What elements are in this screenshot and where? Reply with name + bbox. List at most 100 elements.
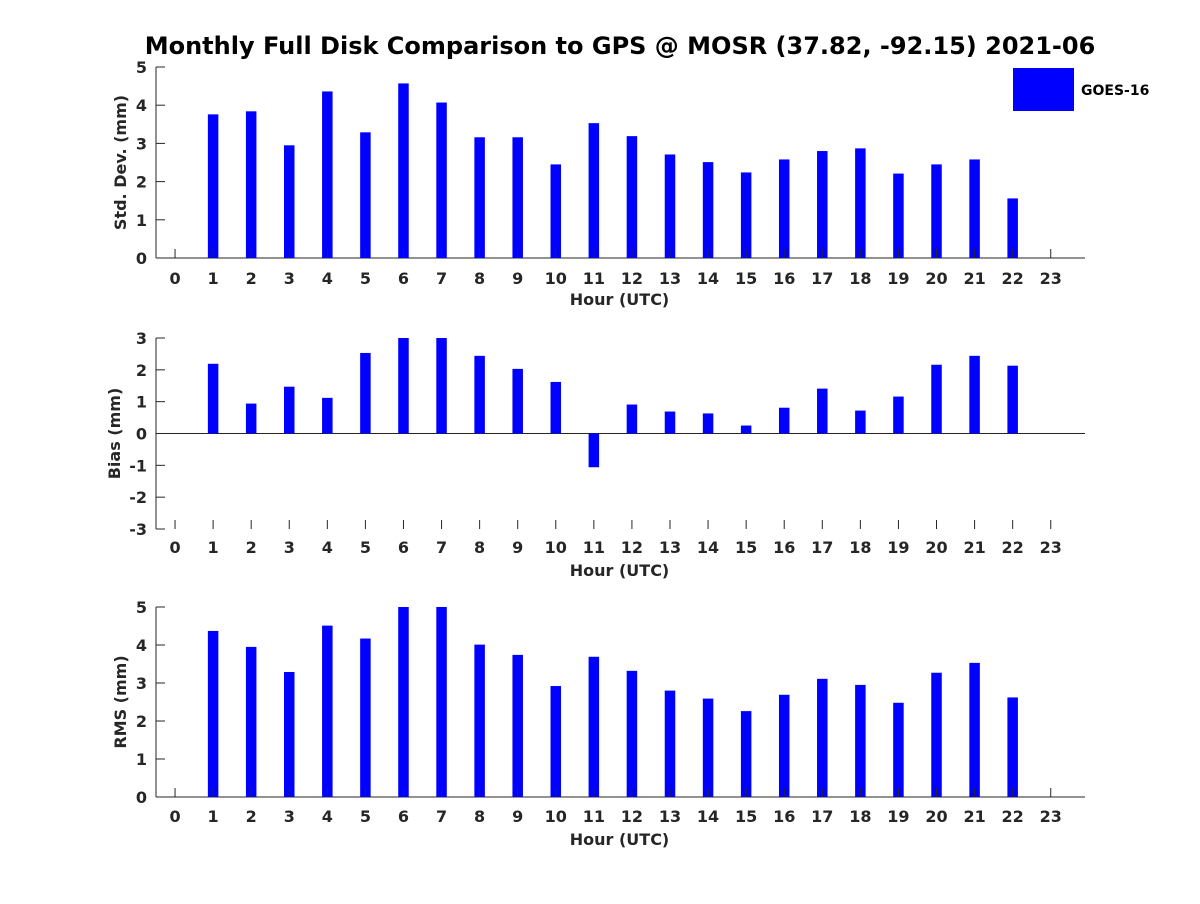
x-tick-label: 22 (1002, 807, 1024, 826)
x-axis-label: Hour (UTC) (570, 290, 670, 309)
bar-hour-22 (1007, 198, 1018, 258)
x-tick-label: 7 (436, 269, 447, 288)
x-tick-label: 5 (360, 269, 371, 288)
x-tick-label: 15 (735, 807, 757, 826)
bar-hour-15 (740, 711, 752, 797)
x-tick-label: 10 (545, 269, 567, 288)
x-tick-label: 15 (735, 269, 757, 288)
bar-hour-11 (588, 656, 600, 797)
x-tick-label: 0 (169, 538, 180, 557)
x-tick-label: 22 (1002, 269, 1024, 288)
x-tick-label: 16 (773, 538, 795, 557)
bar-hour-22 (1007, 365, 1018, 434)
x-tick-label: 17 (811, 269, 833, 288)
x-tick-label: 10 (545, 538, 567, 557)
x-tick-label: 23 (1040, 269, 1062, 288)
x-tick-label: 2 (246, 538, 257, 557)
x-tick-label: 17 (811, 538, 833, 557)
bar-hour-20 (931, 672, 942, 797)
x-tick-label: 19 (887, 807, 909, 826)
bar-hour-17 (817, 678, 828, 797)
bar-hour-5 (360, 352, 371, 434)
bar-hour-21 (969, 662, 980, 797)
bar-hour-11 (588, 123, 600, 259)
bar-hour-7 (436, 607, 447, 797)
x-tick-label: 14 (697, 538, 719, 557)
y-tick-label: 4 (136, 96, 147, 115)
y-tick-label: 0 (136, 249, 147, 268)
bar-hour-9 (512, 368, 523, 434)
bar-hour-9 (512, 654, 523, 797)
bar-hour-8 (474, 644, 485, 797)
x-tick-label: 9 (512, 269, 523, 288)
bar-hour-19 (893, 702, 904, 797)
bar-hour-18 (855, 148, 866, 258)
x-tick-label: 8 (474, 538, 485, 557)
y-tick-label: 4 (136, 636, 147, 655)
bar-hour-13 (664, 411, 676, 434)
bar-hour-12 (626, 404, 638, 434)
x-tick-label: 20 (925, 269, 947, 288)
x-tick-label: 10 (545, 807, 567, 826)
x-tick-label: 4 (322, 538, 333, 557)
bar-hour-13 (664, 690, 676, 797)
y-tick-label: 3 (136, 674, 147, 693)
x-tick-label: 0 (169, 269, 180, 288)
bar-hour-14 (702, 698, 714, 797)
bar-hour-19 (893, 173, 904, 258)
y-tick-label: -2 (129, 488, 147, 507)
x-tick-label: 13 (659, 269, 681, 288)
y-tick-label: 5 (136, 58, 147, 77)
bar-hour-3 (284, 145, 295, 258)
y-tick-label: -1 (129, 456, 147, 475)
x-tick-label: 19 (887, 538, 909, 557)
x-tick-label: 2 (246, 807, 257, 826)
bar-hour-14 (702, 413, 714, 434)
y-tick-label: 5 (136, 598, 147, 617)
bar-hour-22 (1007, 697, 1018, 797)
x-tick-label: 3 (284, 269, 295, 288)
y-tick-label: 3 (136, 134, 147, 153)
bar-hour-15 (740, 425, 752, 434)
bar-hour-2 (245, 111, 257, 258)
x-tick-label: 18 (849, 269, 871, 288)
bar-hour-2 (245, 646, 257, 797)
x-tick-label: 23 (1040, 807, 1062, 826)
bar-hour-6 (398, 338, 409, 434)
panel-3: 0 1 2 3 4 5 6 7 8 9 10 11 12 13 14 15 16 17 18 19 20 21 22 2301… (111, 598, 1085, 849)
bar-hour-20 (931, 164, 942, 258)
x-tick-label: 19 (887, 269, 909, 288)
bar-hour-13 (664, 154, 676, 258)
x-tick-label: 16 (773, 807, 795, 826)
x-tick-label: 20 (925, 538, 947, 557)
y-axis-label: Std. Dev. (mm) (111, 95, 130, 230)
x-tick-label: 14 (697, 269, 719, 288)
bar-hour-12 (626, 136, 638, 258)
bar-hour-4 (322, 625, 333, 797)
bar-hour-10 (550, 164, 562, 258)
x-tick-label: 23 (1040, 538, 1062, 557)
x-tick-label: 7 (436, 538, 447, 557)
x-tick-label: 4 (322, 807, 333, 826)
y-tick-label: 2 (136, 173, 147, 192)
y-tick-label: 0 (136, 425, 147, 444)
x-tick-label: 6 (398, 807, 409, 826)
x-tick-label: 22 (1002, 538, 1024, 557)
bar-hour-8 (474, 355, 485, 434)
x-tick-label: 1 (208, 807, 219, 826)
x-tick-label: 9 (512, 538, 523, 557)
x-tick-label: 5 (360, 807, 371, 826)
bar-hour-2 (245, 403, 257, 434)
bar-hour-19 (893, 396, 904, 434)
bar-hour-21 (969, 159, 980, 258)
x-tick-label: 21 (963, 269, 985, 288)
x-tick-label: 18 (849, 538, 871, 557)
panel-1: 0 1 2 3 4 5 6 7 8 9 10 11 12 13 14 15 16 17 18 19 20 21 22 2301… (111, 58, 1085, 309)
bar-hour-5 (360, 638, 371, 797)
bar-hour-4 (322, 91, 333, 258)
legend: GOES-16 (1013, 68, 1149, 111)
chart-title: Monthly Full Disk Comparison to GPS @ MO… (145, 32, 1096, 60)
bar-hour-5 (360, 132, 371, 258)
bar-hour-3 (284, 671, 295, 797)
